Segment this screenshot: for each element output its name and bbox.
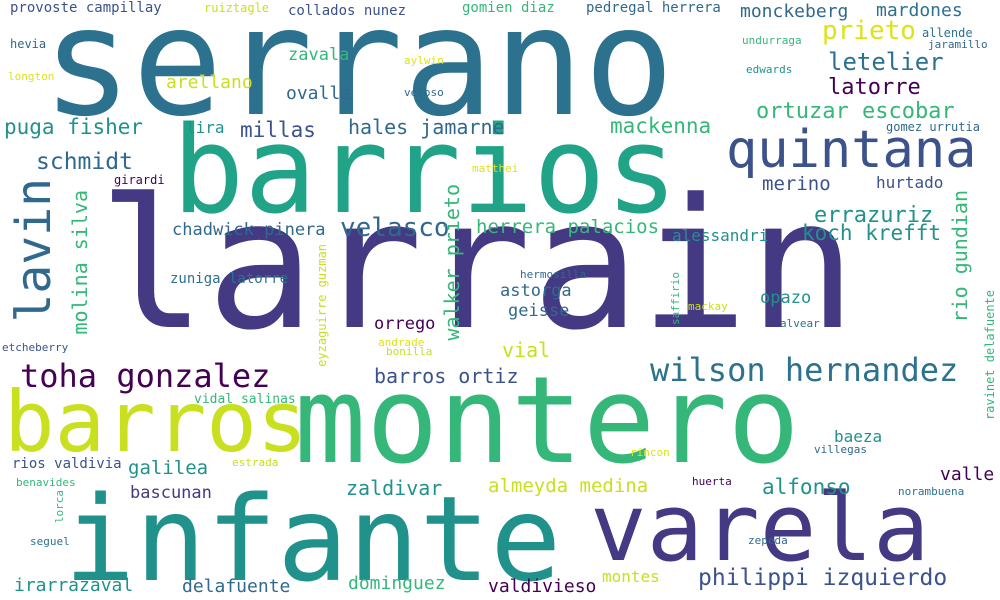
word-mackenna: mackenna [610, 114, 712, 138]
word-zavala: zavala [288, 45, 350, 65]
word-baeza: baeza [834, 427, 883, 446]
word-rios-valdivia: rios valdivia [12, 456, 122, 472]
word-benavides: benavides [16, 476, 76, 489]
word-lira: lira [186, 118, 225, 137]
word-veloso: veloso [404, 86, 444, 99]
word-latorre: latorre [828, 75, 921, 100]
word-eyzaguirre-guzman: eyzaguirre guzman [315, 244, 329, 367]
word-seguel: seguel [30, 535, 70, 548]
word-lorca: lorca [53, 490, 66, 524]
word-astorga: astorga [500, 281, 572, 301]
word-infante: infante [64, 470, 562, 600]
word-molina-silva: molina silva [68, 190, 92, 335]
word-edwards: edwards [746, 63, 793, 76]
word-vial: vial [502, 338, 551, 362]
word-merino: merino [762, 173, 831, 195]
word-barrios: barrios [172, 102, 678, 241]
word-toha-gonzalez: toha gonzalez [20, 357, 271, 395]
word-villegas: villegas [814, 443, 867, 456]
word-matthei: matthei [472, 162, 519, 175]
word-chadwick-pinera: chadwick pinera [172, 220, 326, 240]
word-alfonso: alfonso [762, 475, 851, 499]
word-etcheberry: etcheberry [2, 341, 69, 354]
word-collados-nunez: collados nunez [288, 3, 407, 19]
word-monckeberg: monckeberg [740, 1, 849, 22]
word-larrain: larrain [98, 161, 857, 370]
word-puga-fisher: puga fisher [4, 115, 144, 139]
word-valdivieso: valdivieso [488, 576, 597, 597]
word-bonilla: bonilla [386, 345, 433, 358]
word-wilson-hernandez: wilson hernandez [650, 351, 959, 389]
word-irarrazaval: irarrazaval [14, 575, 134, 596]
word-galilea: galilea [128, 457, 209, 479]
word-velasco: velasco [340, 213, 450, 243]
word-andrade: andrade [378, 336, 425, 349]
word-huerta: huerta [692, 475, 732, 488]
word-pedregal-herrera: pedregal herrera [586, 0, 721, 16]
word-vidal-salinas: vidal salinas [194, 392, 296, 407]
word-herrera-palacios: herrera palacios [476, 216, 660, 238]
word-longton: longton [8, 70, 55, 83]
word-undurraga: undurraga [742, 34, 802, 47]
word-varela: varela [590, 474, 930, 583]
word-rio-gundian: rio gundian [948, 190, 972, 323]
word-quintana: quintana [726, 120, 977, 180]
word-lavin: lavin [6, 178, 62, 323]
word-gomien-diaz: gomien diaz [462, 0, 555, 16]
word-serrano: serrano [42, 0, 675, 150]
word-barros: barros [4, 373, 308, 471]
word-valle: valle [940, 464, 995, 485]
word-zepeda: zepeda [748, 534, 788, 547]
word-zaldivar: zaldivar [346, 476, 443, 500]
word-montes: montes [602, 567, 660, 586]
word-dominguez: dominguez [348, 573, 446, 594]
word-opazo: opazo [760, 288, 812, 308]
word-saffirio: saffirio [669, 272, 682, 325]
word-girardi: girardi [114, 173, 165, 187]
word-prieto: prieto [822, 16, 916, 46]
word-almeyda-medina: almeyda medina [488, 475, 649, 497]
word-ruiztagle: ruiztagle [204, 1, 270, 15]
word-millas: millas [240, 118, 316, 142]
word-letelier: letelier [828, 48, 944, 76]
word-hurtado: hurtado [876, 173, 944, 192]
word-norambuena: norambuena [898, 485, 965, 498]
word-ravinet-delafuente: ravinet delafuente [983, 290, 997, 421]
word-mackay: mackay [688, 300, 728, 313]
word-jaramillo: jaramillo [928, 38, 988, 51]
word-alessandri: alessandri [672, 226, 769, 245]
word-barros-ortiz: barros ortiz [374, 364, 519, 388]
word-mardones: mardones [876, 0, 963, 21]
word-delafuente: delafuente [182, 576, 291, 597]
word-schmidt: schmidt [36, 149, 133, 175]
word-koch-krefft: koch krefft [802, 221, 942, 245]
word-allende: allende [922, 26, 973, 40]
word-gomez-urrutia: gomez urrutia [886, 120, 980, 134]
word-estrada: estrada [232, 456, 279, 469]
word-montero: montero [294, 352, 800, 491]
word-rincon: rincon [630, 446, 670, 459]
word-hevia: hevia [10, 37, 47, 51]
word-ovalle: ovalle [286, 83, 352, 104]
word-alvear: alvear [780, 317, 820, 330]
word-provoste-campillay: provoste campillay [10, 0, 162, 16]
word-hermosilla: hermosilla [520, 268, 587, 281]
word-hales-jamarne: hales jamarne [348, 115, 505, 139]
word-ortuzar-escobar: ortuzar escobar [756, 99, 955, 124]
word-arellano: arellano [166, 72, 253, 93]
word-bascunan: bascunan [130, 483, 212, 503]
word-errazuriz: errazuriz [814, 203, 934, 228]
word-geisse: geisse [508, 301, 570, 321]
word-orrego: orrego [374, 314, 436, 334]
word-walker-prieto: walker prieto [440, 184, 464, 341]
word-zuniga-latorre: zuniga latorre [170, 271, 289, 287]
word-philippi-izquierdo: philippi izquierdo [698, 565, 948, 591]
word-aylwin: aylwin [404, 54, 444, 67]
